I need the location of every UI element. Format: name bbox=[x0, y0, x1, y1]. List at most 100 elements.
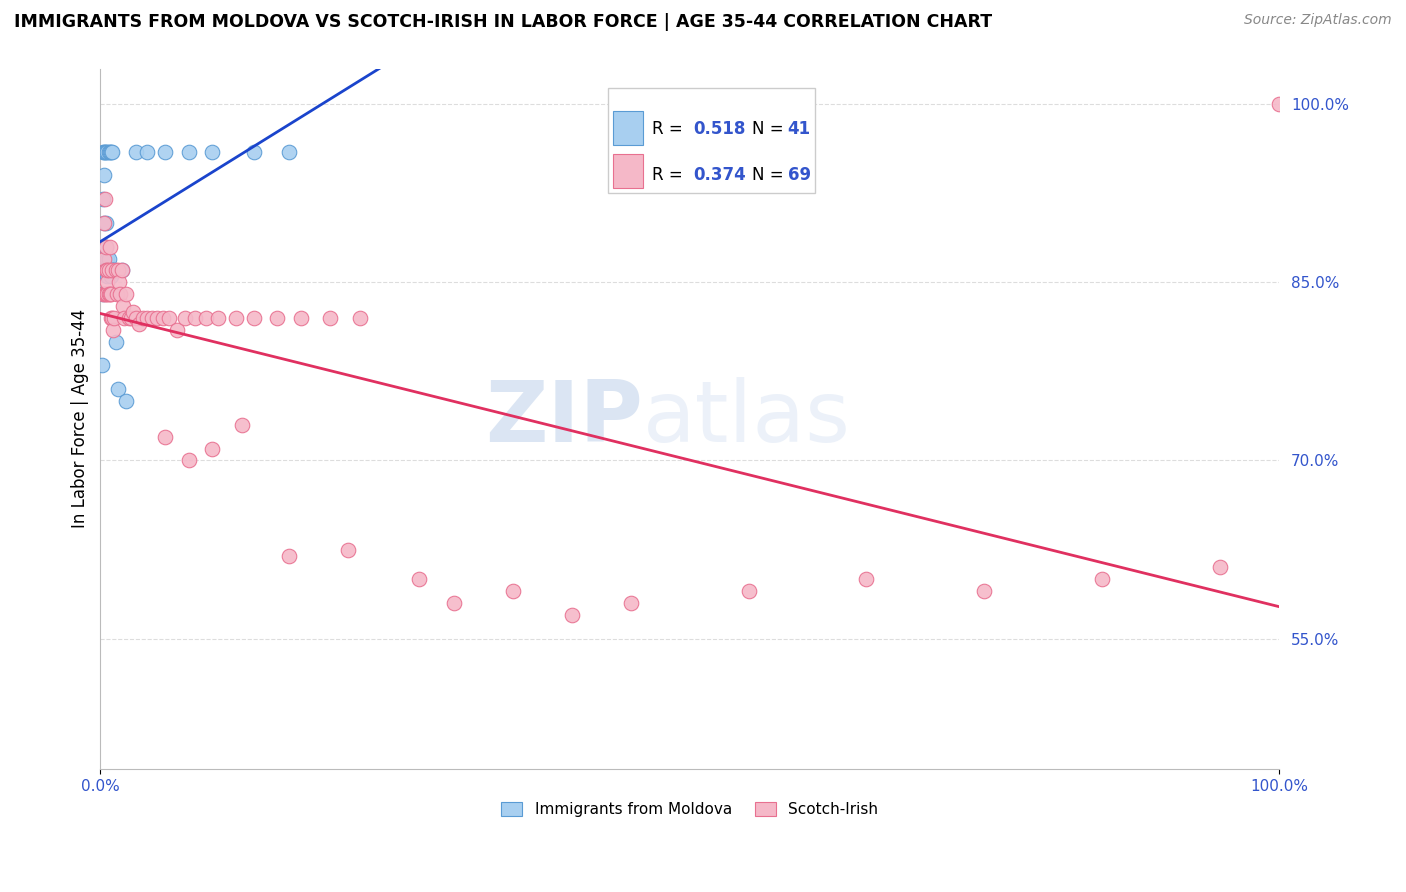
Point bbox=[103, 263, 125, 277]
Point bbox=[96, 252, 118, 266]
Point bbox=[115, 394, 138, 409]
Point bbox=[91, 287, 114, 301]
Point bbox=[110, 263, 132, 277]
Point bbox=[97, 263, 120, 277]
Point bbox=[101, 263, 124, 277]
Point bbox=[502, 584, 524, 599]
Point bbox=[96, 263, 118, 277]
Point bbox=[91, 287, 114, 301]
Point bbox=[136, 145, 159, 159]
Point bbox=[561, 607, 583, 622]
Point bbox=[103, 323, 125, 337]
Point bbox=[153, 430, 176, 444]
Point bbox=[96, 216, 118, 230]
Text: 41: 41 bbox=[787, 120, 811, 138]
Point bbox=[278, 549, 301, 563]
Point bbox=[94, 145, 117, 159]
Point bbox=[91, 145, 114, 159]
Point bbox=[737, 584, 759, 599]
Point bbox=[100, 287, 122, 301]
Point bbox=[96, 263, 118, 277]
Point bbox=[120, 310, 142, 325]
Point bbox=[207, 310, 229, 325]
Point bbox=[183, 310, 205, 325]
Point bbox=[96, 145, 118, 159]
Text: ZIP: ZIP bbox=[485, 377, 643, 460]
Point bbox=[101, 310, 124, 325]
Point bbox=[93, 263, 115, 277]
Point bbox=[96, 263, 118, 277]
Point bbox=[290, 310, 312, 325]
Point bbox=[125, 310, 148, 325]
Point bbox=[157, 310, 180, 325]
Point bbox=[443, 596, 465, 610]
Point bbox=[100, 145, 122, 159]
Point bbox=[319, 310, 342, 325]
Point bbox=[132, 310, 155, 325]
Point bbox=[108, 276, 131, 290]
Point bbox=[1268, 97, 1291, 112]
Point bbox=[97, 263, 120, 277]
Point bbox=[96, 240, 118, 254]
Point bbox=[94, 287, 117, 301]
Point bbox=[620, 596, 643, 610]
Point bbox=[101, 145, 124, 159]
Point bbox=[111, 299, 134, 313]
Point bbox=[100, 310, 122, 325]
Point bbox=[90, 263, 112, 277]
Text: R =: R = bbox=[652, 120, 688, 138]
Point bbox=[225, 310, 247, 325]
Point bbox=[231, 417, 253, 432]
Point bbox=[278, 145, 301, 159]
Point bbox=[266, 310, 288, 325]
Point bbox=[107, 263, 129, 277]
Text: N =: N = bbox=[752, 166, 789, 184]
Point bbox=[94, 192, 117, 206]
Point bbox=[110, 263, 132, 277]
Point bbox=[93, 169, 115, 183]
Point bbox=[100, 269, 122, 284]
Point bbox=[128, 317, 150, 331]
Point bbox=[122, 305, 145, 319]
Legend: Immigrants from Moldova, Scotch-Irish: Immigrants from Moldova, Scotch-Irish bbox=[494, 795, 886, 825]
Text: 0.518: 0.518 bbox=[693, 120, 745, 138]
Point bbox=[96, 240, 118, 254]
Point bbox=[136, 310, 159, 325]
Text: R =: R = bbox=[652, 166, 688, 184]
Point bbox=[201, 442, 224, 456]
Point bbox=[336, 542, 359, 557]
Point bbox=[166, 323, 188, 337]
Point bbox=[112, 310, 135, 325]
Point bbox=[110, 287, 132, 301]
Point bbox=[98, 240, 121, 254]
Point bbox=[97, 287, 120, 301]
Point bbox=[141, 310, 163, 325]
Point bbox=[104, 334, 127, 349]
Point bbox=[93, 216, 115, 230]
Text: Source: ZipAtlas.com: Source: ZipAtlas.com bbox=[1244, 13, 1392, 28]
Text: 0.374: 0.374 bbox=[693, 166, 747, 184]
Point bbox=[98, 145, 121, 159]
Point bbox=[107, 382, 129, 396]
Point bbox=[90, 359, 112, 373]
Point bbox=[115, 287, 138, 301]
Point bbox=[105, 287, 128, 301]
Point bbox=[103, 263, 125, 277]
Point bbox=[1091, 572, 1114, 586]
FancyBboxPatch shape bbox=[613, 112, 643, 145]
Point bbox=[177, 145, 200, 159]
Point bbox=[96, 287, 118, 301]
Point bbox=[96, 287, 118, 301]
FancyBboxPatch shape bbox=[613, 154, 643, 187]
Point bbox=[177, 453, 200, 467]
Point bbox=[174, 310, 197, 325]
Point bbox=[1209, 560, 1232, 574]
Point bbox=[408, 572, 430, 586]
Point bbox=[91, 192, 114, 206]
Point bbox=[973, 584, 995, 599]
Point bbox=[242, 310, 264, 325]
Text: 69: 69 bbox=[787, 166, 811, 184]
Point bbox=[855, 572, 877, 586]
Point bbox=[97, 145, 120, 159]
Point bbox=[98, 263, 121, 277]
